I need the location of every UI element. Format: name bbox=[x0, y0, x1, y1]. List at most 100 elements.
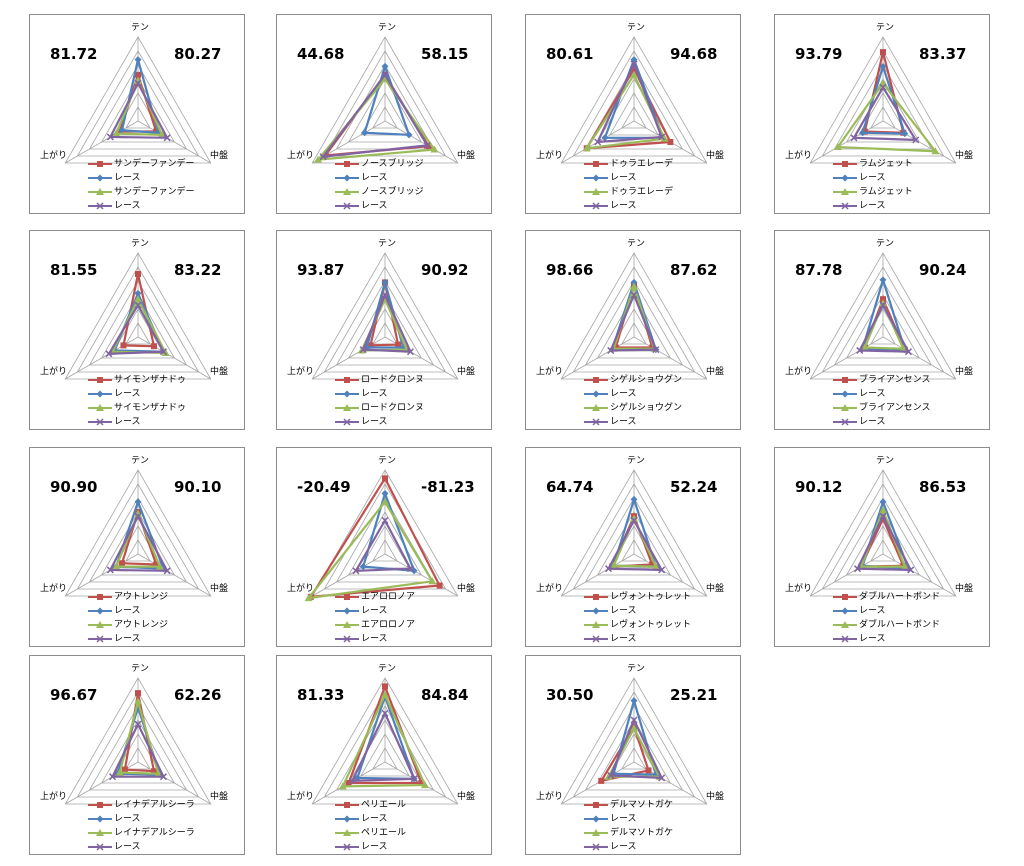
series-line-4 bbox=[350, 710, 416, 783]
axis-label-ten: テン bbox=[131, 23, 150, 33]
grid-spoke bbox=[882, 120, 956, 164]
score-right: 83.22 bbox=[174, 261, 222, 279]
legend-swatch bbox=[335, 607, 359, 615]
grid-ring bbox=[621, 747, 647, 770]
legend-marker bbox=[96, 815, 104, 823]
legend-item-2: レース bbox=[88, 812, 238, 826]
legend: デルマソトガケ レース デルマソトガケ レース bbox=[584, 798, 734, 854]
series-point-3 bbox=[381, 497, 389, 505]
grid-spoke bbox=[882, 553, 956, 597]
series-point-4 bbox=[106, 133, 114, 141]
series-point-4 bbox=[359, 346, 367, 354]
legend-label: ブライアンセンス bbox=[859, 403, 931, 413]
series-line-3 bbox=[835, 81, 938, 153]
axis-label-agari: 上がり bbox=[785, 584, 813, 594]
legend-marker bbox=[343, 202, 351, 210]
series-point-2 bbox=[901, 130, 909, 138]
grid-ring bbox=[821, 483, 945, 590]
score-left: 87.78 bbox=[795, 261, 843, 279]
legend-swatch bbox=[584, 621, 608, 628]
grid-ring bbox=[584, 64, 684, 150]
legend-swatch bbox=[335, 594, 359, 600]
series-point-1 bbox=[135, 690, 141, 697]
series-point-4 bbox=[652, 346, 660, 354]
legend-swatch bbox=[584, 802, 608, 808]
legend-item-3: ノースブリッジ bbox=[335, 185, 485, 199]
axis-label-ten: テン bbox=[378, 456, 397, 466]
legend-item-4: レース bbox=[584, 415, 734, 429]
legend-marker bbox=[842, 161, 848, 167]
series-line-4 bbox=[320, 72, 430, 159]
legend-label: ドゥラエレーデ bbox=[610, 187, 674, 197]
grid-spoke bbox=[810, 336, 884, 380]
series-point-4 bbox=[912, 136, 920, 144]
series-point-4 bbox=[381, 291, 389, 299]
legend-label: レース bbox=[859, 389, 886, 399]
radar-chart-2: テン 中盤 上がり 44.68 58.15 ノースブリッジ レース ノースブリッジ レース bbox=[276, 14, 492, 214]
grid-spoke bbox=[561, 553, 635, 597]
legend-item-1: ダブルハートボンド bbox=[833, 590, 983, 604]
grid-ring bbox=[596, 511, 672, 576]
legend-marker bbox=[96, 174, 104, 182]
radar-plot bbox=[560, 252, 708, 380]
series-line-4 bbox=[108, 80, 169, 139]
legend-marker bbox=[344, 802, 350, 808]
grid-ring bbox=[125, 322, 151, 345]
score-left: -20.49 bbox=[297, 478, 351, 496]
score-right: 90.92 bbox=[421, 261, 469, 279]
series-point-1 bbox=[345, 780, 352, 786]
legend-swatch bbox=[584, 161, 608, 167]
legend-marker bbox=[343, 404, 351, 411]
legend-swatch bbox=[88, 815, 112, 823]
legend-label: レース bbox=[610, 201, 637, 211]
series-point-2 bbox=[381, 490, 389, 498]
legend-item-1: サンデーファンデー bbox=[88, 157, 238, 171]
axis-label-ten: テン bbox=[876, 239, 895, 249]
grid-ring bbox=[596, 294, 672, 359]
legend-marker bbox=[592, 174, 600, 182]
legend-item-3: サイモンザナドゥ bbox=[88, 401, 238, 415]
legend-marker bbox=[97, 161, 103, 167]
radar-plot bbox=[311, 252, 459, 380]
grid-ring bbox=[609, 92, 659, 136]
grid-ring bbox=[821, 50, 945, 157]
legend-label: ロードクロンヌ bbox=[361, 403, 425, 413]
grid-ring bbox=[809, 252, 957, 380]
axis-label-agari: 上がり bbox=[40, 151, 68, 161]
legend-swatch bbox=[584, 594, 608, 600]
legend-marker bbox=[343, 390, 351, 398]
series-point-4 bbox=[109, 773, 117, 781]
legend-marker bbox=[96, 390, 104, 398]
legend-item-1: シゲルショウグン bbox=[584, 373, 734, 387]
grid-ring bbox=[809, 36, 957, 164]
series-point-3 bbox=[158, 130, 167, 138]
legend-swatch bbox=[88, 390, 112, 398]
radar-plot bbox=[809, 36, 957, 164]
legend-swatch bbox=[335, 802, 359, 808]
series-point-4 bbox=[658, 566, 666, 574]
axis-label-ten: テン bbox=[627, 239, 646, 249]
radar-chart-15: テン 中盤 上がり 30.50 25.21 デルマソトガケ レース デルマソトガケ レース bbox=[525, 655, 741, 855]
series-point-3 bbox=[651, 562, 660, 570]
legend-item-1: レヴォントゥレット bbox=[584, 590, 734, 604]
grid-ring bbox=[76, 50, 200, 157]
legend-swatch bbox=[335, 621, 359, 628]
series-point-2 bbox=[405, 131, 413, 139]
legend-label: レース bbox=[610, 814, 637, 824]
legend-swatch bbox=[88, 635, 112, 643]
series-point-2 bbox=[361, 129, 369, 137]
legend: ペリエール レース ペリエール レース bbox=[335, 798, 485, 854]
legend-swatch bbox=[335, 843, 359, 851]
legend-label: レース bbox=[361, 606, 388, 616]
grid-ring bbox=[76, 266, 200, 373]
score-left: 98.66 bbox=[546, 261, 594, 279]
legend-swatch bbox=[88, 188, 112, 195]
series-line-3 bbox=[114, 510, 162, 568]
legend-item-4: レース bbox=[584, 632, 734, 646]
legend-marker bbox=[841, 635, 849, 643]
legend-swatch bbox=[88, 404, 112, 411]
legend-item-2: レース bbox=[584, 171, 734, 185]
grid-ring bbox=[596, 719, 672, 784]
legend: エアロロノア レース エアロロノア レース bbox=[335, 590, 485, 646]
legend-label: ブライアンセンス bbox=[859, 375, 931, 385]
